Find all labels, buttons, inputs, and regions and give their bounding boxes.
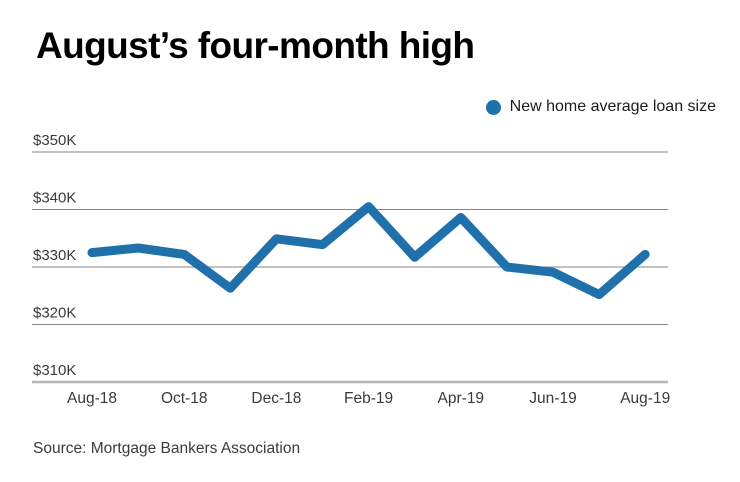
y-axis-tick-label: $340K [33,190,76,207]
x-axis-tick-label: Apr-19 [438,390,485,407]
y-axis-tick-label: $310K [33,362,76,379]
legend-marker-icon [485,99,501,115]
legend-label: New home average loan size [509,98,716,115]
chart-title: August’s four-month high [36,25,475,66]
y-axis-tick-label: $350K [33,132,76,149]
x-axis-tick-label: Aug-19 [620,390,670,407]
y-axis-tick-label: $320K [33,305,76,322]
legend: New home average loan size [485,98,716,116]
x-axis-tick-label: Aug-18 [67,390,117,407]
x-axis-tick-label: Feb-19 [344,390,393,407]
source-note: Source: Mortgage Bankers Association [33,440,301,457]
x-axis-tick-label: Dec-18 [251,390,301,407]
data-line-new-home-average-loan-size [87,202,650,300]
y-axis-tick-label: $330K [33,247,76,264]
x-axis-tick-label: Oct-18 [161,390,208,407]
x-axis-tick-label: Jun-19 [529,390,576,407]
